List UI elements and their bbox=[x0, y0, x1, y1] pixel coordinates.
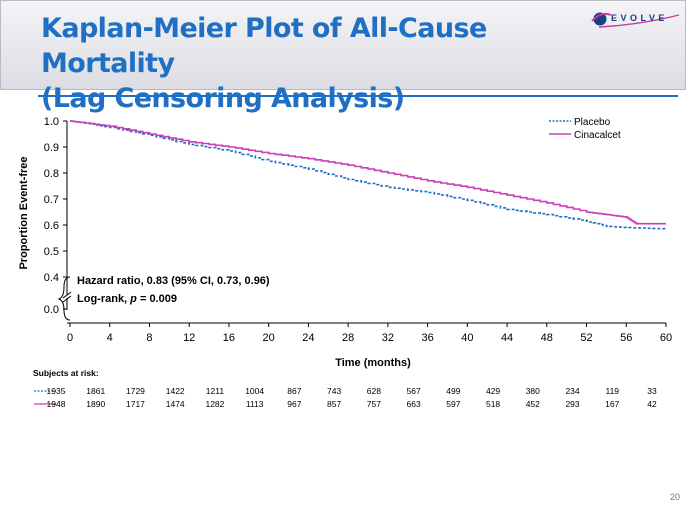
risk-count-placebo: 380 bbox=[526, 386, 540, 396]
x-axis: 0 4 8 12 16 20 24 28 32 36 40 44 48 52 56 60 bbox=[67, 322, 672, 344]
risk-count-cinacalcet: 757 bbox=[367, 399, 381, 409]
logrank-p: p bbox=[129, 293, 137, 305]
risk-count-cinacalcet: 597 bbox=[446, 399, 460, 409]
y-tick-label: 1.0 bbox=[44, 116, 59, 128]
legend-label-cinacalcet: Cinacalcet bbox=[574, 130, 621, 141]
risk-count-cinacalcet: 1474 bbox=[166, 399, 185, 409]
legend-label-placebo: Placebo bbox=[574, 117, 611, 128]
title-band: Kaplan-Meier Plot of All-Cause Mortality… bbox=[0, 0, 686, 114]
page-number: 20 bbox=[670, 492, 681, 502]
x-tick-label: 0 bbox=[67, 332, 73, 344]
risk-count-placebo: 234 bbox=[565, 386, 579, 396]
y-axis-break-icon bbox=[62, 295, 72, 303]
y-tick-label: 0.7 bbox=[44, 194, 59, 206]
y-tick-label: 0.0 bbox=[44, 304, 59, 316]
risk-count-placebo: 743 bbox=[327, 386, 341, 396]
legend: Placebo Cinacalcet bbox=[549, 117, 621, 141]
risk-count-placebo: 1004 bbox=[245, 386, 264, 396]
risk-count-placebo: 499 bbox=[446, 386, 460, 396]
risk-count-placebo: 1935 bbox=[47, 386, 66, 396]
x-tick-label: 8 bbox=[146, 332, 152, 344]
y-axis: 0.4 0.5 0.6 0.7 0.8 0.9 1.0 0.0 bbox=[44, 116, 72, 316]
risk-count-cinacalcet: 857 bbox=[327, 399, 341, 409]
risk-count-placebo: 1861 bbox=[86, 386, 105, 396]
logrank-value: = 0.009 bbox=[137, 293, 177, 305]
risk-count-cinacalcet: 1948 bbox=[47, 399, 66, 409]
y-axis-label: Proportion Event-free bbox=[18, 156, 30, 269]
evolve-logo: EVOLVE bbox=[589, 9, 681, 31]
logo-text: EVOLVE bbox=[611, 13, 668, 23]
risk-count-placebo: 1211 bbox=[206, 386, 225, 396]
y-tick-label: 0.8 bbox=[44, 168, 59, 180]
risk-count-cinacalcet: 42 bbox=[647, 399, 657, 409]
hazard-ratio-text: Hazard ratio, 0.83 (95% CI, 0.73, 0.96) bbox=[77, 275, 270, 287]
risk-count-cinacalcet: 1113 bbox=[246, 399, 264, 409]
logrank-text: Log-rank, p = 0.009 bbox=[77, 293, 177, 305]
risk-count-cinacalcet: 1890 bbox=[86, 399, 105, 409]
x-tick-label: 4 bbox=[107, 332, 113, 344]
risk-table: Subjects at risk: 1935 1861 1729 1422 1211 10… bbox=[33, 368, 657, 409]
x-tick-label: 24 bbox=[302, 332, 314, 344]
y-ticks: 0.4 0.5 0.6 0.7 0.8 0.9 1.0 0.0 bbox=[44, 116, 67, 316]
x-tick-label: 44 bbox=[501, 332, 513, 344]
risk-count-cinacalcet: 452 bbox=[526, 399, 540, 409]
risk-count-placebo: 1422 bbox=[166, 386, 185, 396]
x-tick-label: 28 bbox=[342, 332, 354, 344]
x-axis-label: Time (months) bbox=[335, 357, 411, 369]
y-tick-label: 0.5 bbox=[44, 246, 59, 258]
brace-icon bbox=[57, 276, 71, 321]
y-tick-label: 0.6 bbox=[44, 220, 59, 232]
y-tick-label: 0.4 bbox=[44, 272, 59, 284]
risk-count-cinacalcet: 167 bbox=[605, 399, 619, 409]
risk-count-placebo: 119 bbox=[605, 386, 619, 396]
x-tick-label: 12 bbox=[183, 332, 195, 344]
title-line-2: (Lag Censoring Analysis) bbox=[41, 83, 405, 114]
series-line-cinacalcet bbox=[70, 120, 666, 225]
x-tick-label: 32 bbox=[382, 332, 394, 344]
y-axis-break-icon-2 bbox=[62, 291, 72, 299]
slide-title: Kaplan-Meier Plot of All-Cause Mortality… bbox=[41, 11, 581, 116]
x-tick-label: 48 bbox=[541, 332, 553, 344]
x-tick-label: 36 bbox=[421, 332, 433, 344]
x-tick-label: 16 bbox=[223, 332, 235, 344]
risk-count-cinacalcet: 518 bbox=[486, 399, 500, 409]
logo-swoosh-icon bbox=[591, 12, 680, 28]
risk-count-placebo: 33 bbox=[647, 386, 657, 396]
series-line-placebo bbox=[70, 120, 667, 230]
risk-count-cinacalcet: 293 bbox=[565, 399, 579, 409]
x-tick-label: 40 bbox=[461, 332, 473, 344]
x-tick-label: 60 bbox=[660, 332, 672, 344]
x-tick-label: 56 bbox=[620, 332, 632, 344]
risk-count-placebo: 628 bbox=[367, 386, 381, 396]
title-line-1: Kaplan-Meier Plot of All-Cause Mortality bbox=[41, 13, 487, 79]
risk-count-cinacalcet: 967 bbox=[287, 399, 301, 409]
x-ticks: 0 4 8 12 16 20 24 28 32 36 40 44 48 52 56 60 bbox=[67, 323, 672, 344]
risk-count-placebo: 1729 bbox=[126, 386, 145, 396]
risk-table-label: Subjects at risk: bbox=[33, 368, 99, 378]
y-tick-label: 0.9 bbox=[44, 142, 59, 154]
risk-count-cinacalcet: 1282 bbox=[205, 399, 224, 409]
title-divider bbox=[38, 95, 678, 97]
risk-count-placebo: 567 bbox=[407, 386, 421, 396]
risk-count-cinacalcet: 1717 bbox=[126, 399, 145, 409]
logrank-prefix: Log-rank, bbox=[77, 293, 130, 305]
risk-rows: 1935 1861 1729 1422 1211 1004 867 743 628 567 499 4… bbox=[47, 386, 657, 409]
x-tick-label: 52 bbox=[580, 332, 592, 344]
x-tick-label: 20 bbox=[263, 332, 275, 344]
stats-annotation: Hazard ratio, 0.83 (95% CI, 0.73, 0.96) … bbox=[57, 275, 270, 321]
risk-count-cinacalcet: 663 bbox=[407, 399, 421, 409]
risk-count-placebo: 429 bbox=[486, 386, 500, 396]
risk-count-placebo: 867 bbox=[287, 386, 301, 396]
